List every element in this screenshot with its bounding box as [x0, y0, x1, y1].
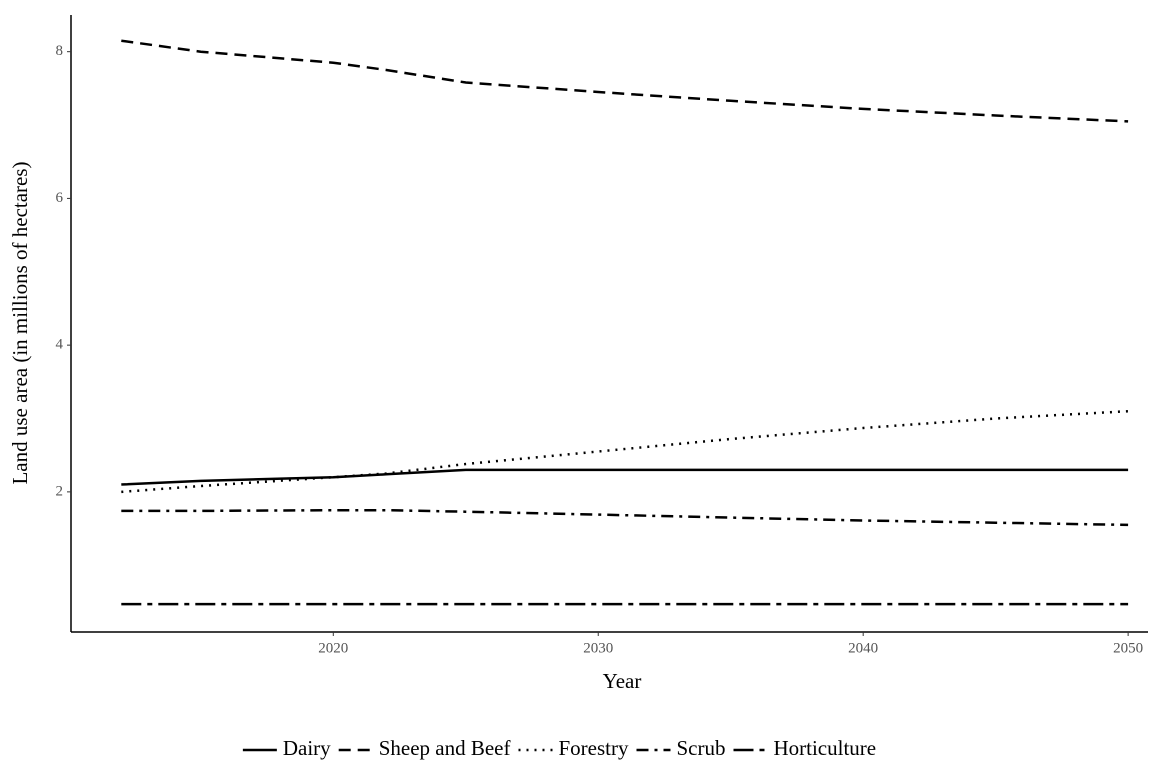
y-tick-label: 2 — [56, 483, 64, 499]
legend-label: Forestry — [558, 736, 628, 760]
x-tick-label: 2020 — [318, 640, 348, 656]
x-axis-title: Year — [603, 669, 642, 693]
legend-label: Scrub — [676, 736, 725, 760]
y-axis-title: Land use area (in millions of hectares) — [8, 161, 32, 484]
legend-label: Horticulture — [773, 736, 876, 760]
y-tick-label: 6 — [56, 190, 64, 206]
x-tick-label: 2030 — [583, 640, 613, 656]
data-line — [121, 468, 1129, 486]
legend-label: Dairy — [283, 736, 331, 760]
y-tick-label: 8 — [56, 43, 64, 59]
x-tick-label: 2050 — [1113, 640, 1143, 656]
y-tick-label: 4 — [56, 337, 64, 353]
data-line — [121, 39, 1129, 123]
data-line — [121, 508, 1129, 527]
legend-label: Sheep and Beef — [379, 736, 511, 760]
x-tick-label: 2040 — [848, 640, 878, 656]
